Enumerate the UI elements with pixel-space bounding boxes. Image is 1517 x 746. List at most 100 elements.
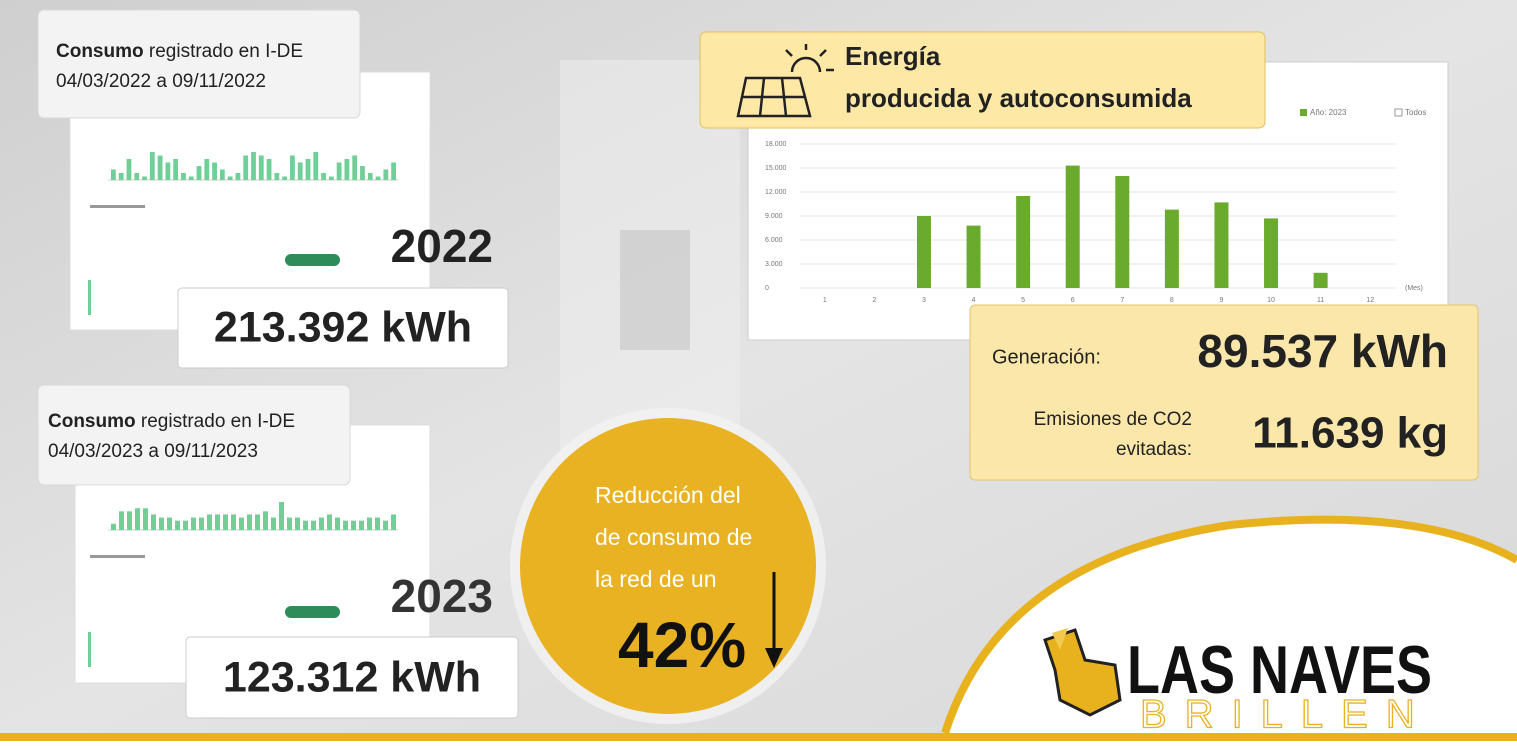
thumbnail-bar [189, 177, 194, 181]
thumbnail-bar [319, 518, 324, 530]
label-box [38, 10, 360, 118]
y-tick-label: 18.000 [765, 141, 787, 148]
total: 123.312 kWh [223, 653, 481, 701]
x-tick-label: 10 [1267, 297, 1275, 304]
thumbnail-bar [165, 163, 170, 181]
total: 213.392 kWh [214, 303, 472, 351]
thumbnail-bar [274, 173, 279, 180]
thumbnail-bar [375, 518, 380, 530]
thumbnail-bar [368, 173, 373, 180]
thumbnail-bar [143, 508, 148, 530]
period: 04/03/2023 a 09/11/2023 [48, 441, 258, 462]
thumbnail-bar [119, 173, 124, 180]
thumbnail-bar [167, 518, 172, 530]
co2-label: evitadas: [1116, 439, 1192, 460]
thumbnail-bar [243, 156, 248, 181]
thumbnail-bar [111, 170, 116, 181]
thumbnail-bar [376, 177, 381, 181]
label-text: Consumo registrado en I-DE [48, 411, 295, 432]
thumbnail-bar [327, 514, 332, 530]
thumbnail-bar [119, 511, 124, 530]
thumbnail-bar [282, 177, 287, 181]
thumbnail-bar [215, 514, 220, 530]
bar [1214, 202, 1228, 288]
thumbnail-bar [204, 159, 209, 180]
bar [1115, 176, 1129, 288]
y-tick-label: 0 [765, 285, 769, 292]
thumbnail-bar [311, 521, 316, 530]
reduction-line: Reducción del [595, 482, 741, 508]
thumbnail-accent [88, 280, 91, 315]
thumbnail-bar [335, 518, 340, 530]
thumbnail-bar [313, 152, 318, 180]
thumbnail-bar [367, 518, 372, 530]
thumbnail-bar [181, 173, 186, 180]
period: 04/03/2022 a 09/11/2022 [56, 71, 266, 92]
thumbnail-bar [259, 156, 264, 181]
reduction-line: la red de un [595, 566, 716, 592]
thumbnail-bar [345, 159, 350, 180]
y-tick-label: 9.000 [765, 213, 783, 220]
generation-label: Generación: [992, 346, 1101, 368]
thumbnail-bar [207, 514, 212, 530]
thumbnail-scrollbar [90, 205, 145, 208]
logo-subtitle: BRILLEN [1140, 693, 1433, 737]
legend-swatch [1300, 109, 1307, 116]
reduction-percent: 42% [618, 609, 746, 681]
thumbnail-bar [279, 502, 284, 530]
thumbnail-bar [306, 159, 311, 180]
thumbnail-bar [151, 514, 156, 530]
thumbnail-bar [199, 518, 204, 530]
x-tick-label: 8 [1170, 297, 1174, 304]
reduction-line: de consumo de [595, 524, 752, 550]
thumbnail-bar [247, 514, 252, 530]
year: 2022 [391, 220, 493, 272]
label-rest: registrado en I-DE [141, 411, 295, 432]
legend-entry: Año: 2023 [1310, 108, 1347, 117]
generation-value: 89.537 kWh [1197, 325, 1448, 377]
thumbnail-bar [175, 521, 180, 530]
co2-value: 11.639 kg [1252, 409, 1448, 458]
thumbnail-bar [337, 163, 342, 181]
thumbnail-bar [111, 524, 116, 530]
thumbnail-bar [287, 518, 292, 530]
thumbnail-bar [255, 514, 260, 530]
x-tick-label: 7 [1120, 297, 1124, 304]
thumbnail-bar [295, 518, 300, 530]
bar [1066, 166, 1080, 288]
thumbnail-bar [239, 518, 244, 530]
y-tick-label: 12.000 [765, 189, 787, 196]
thumbnail-bar [383, 170, 388, 181]
title-line: Energía [845, 41, 941, 71]
thumbnail-bar [359, 521, 364, 530]
bar [917, 216, 931, 288]
thumbnail-bar [158, 156, 163, 181]
title-line: producida y autoconsumida [845, 83, 1192, 113]
thumbnail-bar [127, 511, 132, 530]
label-text: Consumo registrado en I-DE [56, 41, 303, 62]
thumbnail-bar [191, 518, 196, 530]
co2-label: Emisiones de CO2 [1034, 409, 1192, 430]
x-tick-label: 4 [972, 297, 976, 304]
thumbnail-bar [135, 508, 140, 530]
bar [1016, 196, 1030, 288]
thumbnail-bar [267, 159, 272, 180]
thumbnail-bar [212, 163, 217, 181]
thumbnail-bar [343, 521, 348, 530]
bar [1264, 218, 1278, 288]
thumbnail-bar [236, 173, 241, 180]
thumbnail-bar [228, 177, 233, 181]
bar [1314, 273, 1328, 288]
label-bold: Consumo [56, 41, 144, 62]
thumbnail-bar [391, 514, 396, 530]
thumbnail-bar [351, 521, 356, 530]
thumbnail-bar [360, 166, 365, 180]
x-tick-label: 2 [872, 297, 876, 304]
x-tick-label: 1 [823, 297, 827, 304]
thumbnail-bar [329, 177, 334, 181]
thumbnail-bar [231, 514, 236, 530]
infographic: Consumo registrado en I-DE 04/03/2022 a … [0, 0, 1517, 741]
thumbnail-accent [88, 632, 91, 667]
thumbnail-bar [197, 166, 202, 180]
x-axis-label: (Mes) [1405, 285, 1423, 292]
